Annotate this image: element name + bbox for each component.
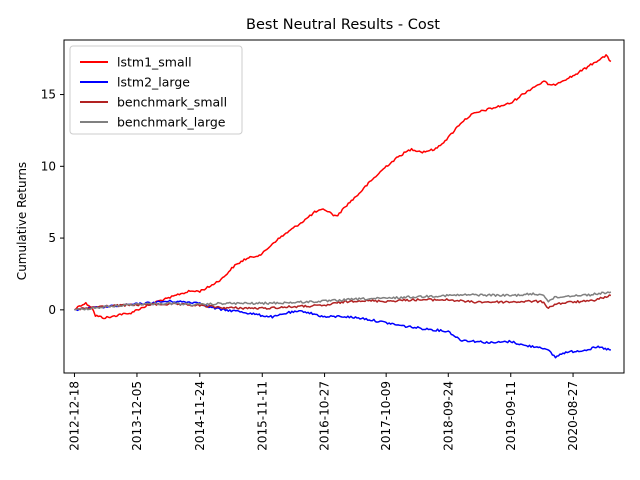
x-tick-label: 2018-09-24 <box>441 381 455 451</box>
plot-area: 0 5 10 15 2012-12-18 2013-12-05 2014-11-24 2015… <box>41 54 612 451</box>
legend-box <box>69 45 243 135</box>
legend: lstm1_small lstm2_large benchmark_smallben… <box>69 45 243 135</box>
x-tick-label: 2017-10-09 <box>379 381 393 451</box>
series-line-lstm1-small <box>74 54 612 320</box>
x-tick-label: 2015-11-11 <box>255 381 269 451</box>
x-tick-label: 2019-09-11 <box>504 381 518 451</box>
legend-label-benchmark-large: benchmark_large <box>117 115 226 130</box>
y-tick-label: 15 <box>41 88 56 102</box>
y-tick-label: 0 <box>48 303 56 317</box>
legend-label-lstm1-small: lstm1_small <box>117 55 192 70</box>
series-line-benchmark-large <box>74 291 612 311</box>
x-tick-label: 2016-10-27 <box>318 381 332 451</box>
legend-label-benchmark-small: benchmark_small <box>117 95 227 110</box>
series-line-lstm2-large <box>74 299 612 359</box>
plot-frame <box>63 39 625 374</box>
y-tick-label: 10 <box>41 159 56 173</box>
x-tick-label: 2020-08-27 <box>566 381 580 451</box>
legend-label-lstm2-large: lstm2_large <box>117 75 190 90</box>
x-tick-label: 2013-12-05 <box>130 381 144 451</box>
x-tick-label: 2012-12-18 <box>67 381 81 451</box>
chart-title: Best Neutral Results - Cost <box>246 17 440 33</box>
x-tick-label: 2014-11-24 <box>193 381 207 451</box>
y-tick-label: 5 <box>48 231 56 245</box>
y-axis-label: Cumulative Returns <box>15 162 29 280</box>
